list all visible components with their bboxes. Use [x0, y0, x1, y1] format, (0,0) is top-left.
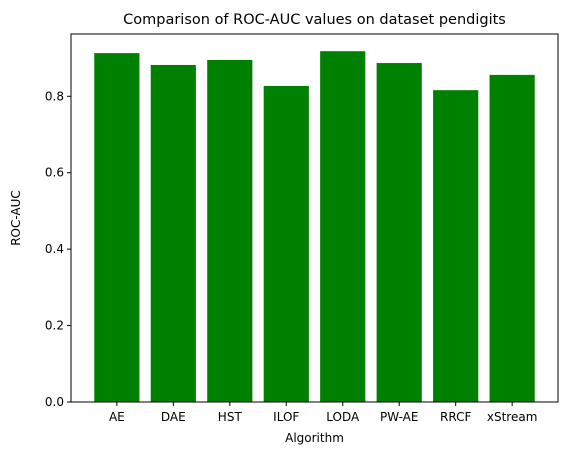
y-tick-label: 0.6: [45, 166, 64, 180]
bar-hst: [207, 59, 253, 402]
x-tick-label: RRCF: [440, 410, 471, 424]
bar-loda: [320, 51, 366, 403]
y-tick-label: 0.0: [45, 395, 64, 409]
plot-frame: [70, 33, 559, 403]
y-tick-label: 0.2: [45, 319, 64, 333]
chart-title: Comparison of ROC-AUC values on dataset …: [123, 12, 506, 28]
x-axis-label: Algorithm: [285, 431, 344, 445]
x-tick-label: AE: [109, 410, 125, 424]
y-tick-label: 0.4: [45, 242, 64, 256]
y-axis-ticks: 0.0 0.2 0.4 0.6 0.8: [45, 89, 71, 409]
bar-dae: [150, 64, 196, 402]
x-tick-label: LODA: [326, 410, 360, 424]
bars-group: [94, 51, 535, 403]
x-tick-label: xStream: [487, 410, 538, 424]
x-tick-label: HST: [218, 410, 243, 424]
y-tick-label: 0.8: [45, 89, 64, 103]
bar-xstream: [489, 74, 535, 402]
x-axis-ticks: AE DAE HST ILOF LODA PW-AE RRCF xStream: [109, 402, 537, 424]
x-tick-label: DAE: [161, 410, 186, 424]
y-axis-label: ROC-AUC: [9, 190, 23, 246]
bar-ilof: [263, 85, 309, 403]
x-tick-label: PW-AE: [380, 410, 418, 424]
x-tick-label: ILOF: [273, 410, 299, 424]
bar-pw-ae: [376, 63, 422, 403]
bar-ae: [94, 53, 140, 402]
bar-rrcf: [433, 90, 479, 403]
